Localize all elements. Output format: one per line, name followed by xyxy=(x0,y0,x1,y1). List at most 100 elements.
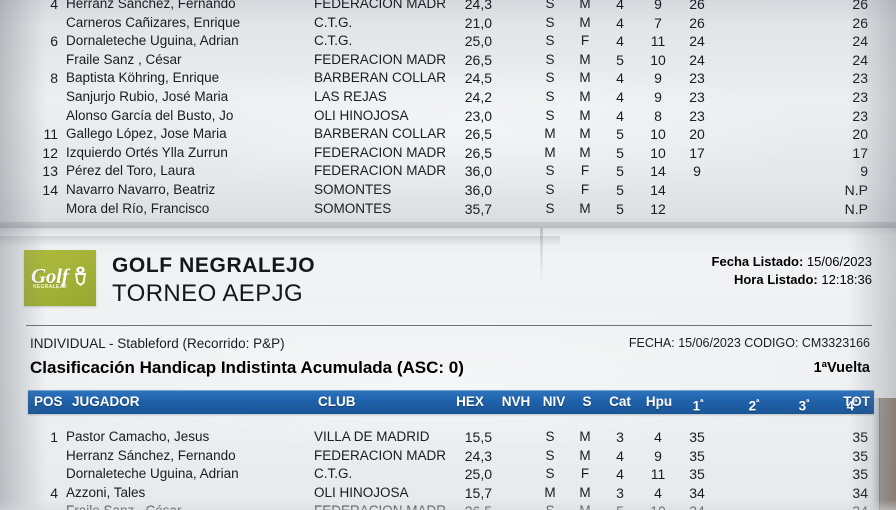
cell-tot: 35 xyxy=(852,447,868,464)
cell-name: Fraile Sanz , César xyxy=(66,502,182,510)
cell-club: BARBERAN COLLAR xyxy=(314,70,447,86)
cell-hex: 24,2 xyxy=(464,88,492,105)
round-3-num: 3 xyxy=(798,398,807,414)
cell-niv: S xyxy=(545,14,555,30)
cell-hpu: 8 xyxy=(654,107,662,124)
cell-hpu: 11 xyxy=(650,33,666,50)
cell-name: Fraile Sanz , César xyxy=(66,51,182,67)
hora-listado-label: Hora Listado: xyxy=(733,272,818,287)
round-4-num: 4 xyxy=(846,398,855,414)
cell-niv: M xyxy=(544,126,556,142)
table-row: 14 Navarro Navarro, Beatriz SOMONTES 36,0 S F… xyxy=(0,181,896,200)
cell-hpu: 9 xyxy=(654,70,662,87)
cell-hex: 36,0 xyxy=(464,181,492,198)
column-header-niv: NIV xyxy=(542,394,566,409)
cell-s: M xyxy=(579,144,591,160)
cell-tot: 23 xyxy=(852,88,868,105)
cell-s: F xyxy=(580,33,590,49)
cell-r1: 35 xyxy=(689,466,705,483)
cell-cat: 4 xyxy=(616,0,624,12)
hora-listado-value: 12:18:36 xyxy=(821,272,872,287)
cell-tot: 20 xyxy=(852,126,868,143)
cell-niv: S xyxy=(545,70,555,86)
cell-name: Dornaleteche Uguina, Adrian xyxy=(66,33,239,49)
cell-hex: 25,0 xyxy=(464,466,492,483)
column-header-cat: Cat xyxy=(609,394,631,409)
cell-hex: 15,7 xyxy=(464,484,492,501)
cell-hpu: 14 xyxy=(650,163,666,180)
cell-s: F xyxy=(580,163,590,179)
cell-r1: 34 xyxy=(682,502,712,510)
cell-s: M xyxy=(579,107,591,123)
cell-tot: 26 xyxy=(852,14,868,31)
table-row: 4 Herranz Sánchez, Fernando FEDERACION MAD… xyxy=(0,0,896,14)
table-row: Dornaleteche Uguina, Adrian C.T.G. 25,0 S F 4… xyxy=(0,465,896,484)
table-row: 6 Dornaleteche Uguina, Adrian C.T.G. 25,0 S F… xyxy=(0,32,896,51)
cell-name: Pastor Camacho, Jesus xyxy=(66,429,210,444)
cell-tot: 34 xyxy=(824,502,868,510)
table-row: 11 Gallego López, Jose Maria BARBERAN COLL… xyxy=(0,125,896,144)
cell-s: M xyxy=(579,484,591,500)
club-name: GOLF NEGRALEJO xyxy=(112,254,316,277)
cell-tot: 24 xyxy=(852,51,868,68)
cell-hex: 25,0 xyxy=(464,33,492,50)
cell-niv: S xyxy=(545,466,555,482)
column-header-nvh: NVH xyxy=(501,394,531,409)
column-header-round-1: 1ª xyxy=(684,390,712,419)
cell-r1: 20 xyxy=(689,126,705,143)
cell-s: F xyxy=(580,181,590,197)
cell-tot: 23 xyxy=(852,107,868,124)
cell-hex: 15,5 xyxy=(464,429,492,445)
table-row: Mora del Río, Francisco SOMONTES 35,7 S M 5 12… xyxy=(0,200,896,219)
cell-tot: 17 xyxy=(852,144,868,161)
cell-club: FEDERACION MADR xyxy=(314,0,447,11)
format-text: INDIVIDUAL - Stableford (Recorrido: P&P) xyxy=(30,336,285,351)
cell-r1: 17 xyxy=(689,144,705,161)
cell-club: SOMONTES xyxy=(314,200,392,216)
cell-club: OLI HINOJOSA xyxy=(314,107,409,123)
cell-club: FEDERACION MADR xyxy=(314,502,446,510)
column-header-round-4: 4ª xyxy=(838,390,866,419)
cell-pos: 13 xyxy=(42,163,58,180)
cell-cat: 4 xyxy=(616,33,624,50)
cell-hex: 35,7 xyxy=(464,200,492,217)
cell-niv: S xyxy=(536,502,564,510)
cell-pos: 14 xyxy=(42,181,58,198)
column-header-hex: HEX xyxy=(456,394,484,409)
cell-cat: 4 xyxy=(616,88,624,105)
cell-r1: 24 xyxy=(689,51,705,68)
cell-tot: N.P xyxy=(844,200,868,217)
listing-metadata: Fecha Listado: 15/06/2023 Hora Listado: … xyxy=(712,253,872,289)
cell-niv: S xyxy=(545,88,555,104)
cell-cat: 3 xyxy=(616,429,624,445)
round-2-num: 2 xyxy=(748,398,757,414)
cell-name: Mora del Río, Francisco xyxy=(66,200,210,216)
cell-club: BARBERAN COLLAR xyxy=(314,126,447,142)
cell-name: Navarro Navarro, Beatriz xyxy=(66,181,216,197)
cell-r1: 9 xyxy=(693,163,701,180)
cell-niv: M xyxy=(544,484,556,500)
format-row: INDIVIDUAL - Stableford (Recorrido: P&P)… xyxy=(0,336,896,356)
cell-r1: 24 xyxy=(689,33,705,50)
cell-tot: 35 xyxy=(852,466,868,483)
cell-r1: 26 xyxy=(689,14,705,31)
cell-cat: 4 xyxy=(616,14,624,31)
cell-hpu: 12 xyxy=(650,200,666,217)
column-header-jugador: JUGADOR xyxy=(72,394,140,409)
hora-listado-line: Hora Listado: 12:18:36 xyxy=(712,271,872,289)
paper-sheet-bottom xyxy=(0,228,896,510)
cell-club: C.T.G. xyxy=(314,466,353,482)
cell-hpu: 9 xyxy=(654,88,662,105)
cell-cat: 5 xyxy=(616,144,624,161)
cell-r1: 23 xyxy=(689,70,705,87)
cell-cat: 5 xyxy=(616,200,624,217)
table-row: 12 Izquierdo Ortés Ylla Zurrun FEDERACION … xyxy=(0,144,896,163)
cell-name: Herranz Sánchez, Fernando xyxy=(66,447,236,463)
cell-r1: 35 xyxy=(689,447,705,464)
paper-sheet-top xyxy=(0,0,896,232)
cell-hpu: 14 xyxy=(650,181,666,198)
table-row: Herranz Sánchez, Fernando FEDERACION MADR… xyxy=(0,447,896,466)
cell-name: Izquierdo Ortés Ylla Zurrun xyxy=(66,144,228,160)
table-row: 4 Azzoni, Tales OLI HINOJOSA 15,7 M M 3 4 34 34 xyxy=(0,484,896,503)
cell-hex: 26,5 xyxy=(464,51,492,68)
